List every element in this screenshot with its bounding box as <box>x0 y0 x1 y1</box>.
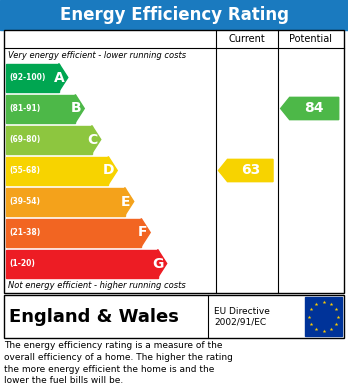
Polygon shape <box>108 156 117 185</box>
Polygon shape <box>59 63 68 91</box>
Text: D: D <box>103 163 114 178</box>
Polygon shape <box>158 249 167 278</box>
Text: C: C <box>87 133 98 147</box>
Text: (92-100): (92-100) <box>9 73 45 82</box>
Text: F: F <box>138 226 147 240</box>
Polygon shape <box>75 95 84 122</box>
Text: (39-54): (39-54) <box>9 197 40 206</box>
Text: England & Wales: England & Wales <box>9 307 179 325</box>
Bar <box>6 95 75 122</box>
Polygon shape <box>219 160 273 182</box>
Polygon shape <box>141 219 150 246</box>
Text: 84: 84 <box>304 102 324 115</box>
Text: E: E <box>121 194 131 208</box>
Text: Very energy efficient - lower running costs: Very energy efficient - lower running co… <box>8 50 186 59</box>
Polygon shape <box>125 188 134 215</box>
Text: (21-38): (21-38) <box>9 228 40 237</box>
Text: (81-91): (81-91) <box>9 104 40 113</box>
Text: Current: Current <box>229 34 266 44</box>
Text: G: G <box>152 256 164 271</box>
Bar <box>0 0 348 30</box>
Bar <box>6 249 158 278</box>
Bar <box>6 156 108 185</box>
Text: Potential: Potential <box>290 34 332 44</box>
Bar <box>6 219 141 246</box>
Text: (69-80): (69-80) <box>9 135 40 144</box>
Text: B: B <box>71 102 81 115</box>
Bar <box>4 30 344 293</box>
Polygon shape <box>92 126 101 154</box>
Bar <box>4 295 344 338</box>
Polygon shape <box>280 97 339 120</box>
Text: (55-68): (55-68) <box>9 166 40 175</box>
Text: Energy Efficiency Rating: Energy Efficiency Rating <box>60 6 288 24</box>
Bar <box>6 126 92 154</box>
Bar <box>6 63 59 91</box>
Bar <box>305 297 342 336</box>
Bar <box>6 188 125 215</box>
Text: A: A <box>54 70 65 84</box>
Text: 63: 63 <box>240 163 260 178</box>
Text: (1-20): (1-20) <box>9 259 35 268</box>
Text: EU Directive
2002/91/EC: EU Directive 2002/91/EC <box>214 307 270 326</box>
Text: Not energy efficient - higher running costs: Not energy efficient - higher running co… <box>8 282 186 291</box>
Text: The energy efficiency rating is a measure of the
overall efficiency of a home. T: The energy efficiency rating is a measur… <box>4 341 233 386</box>
